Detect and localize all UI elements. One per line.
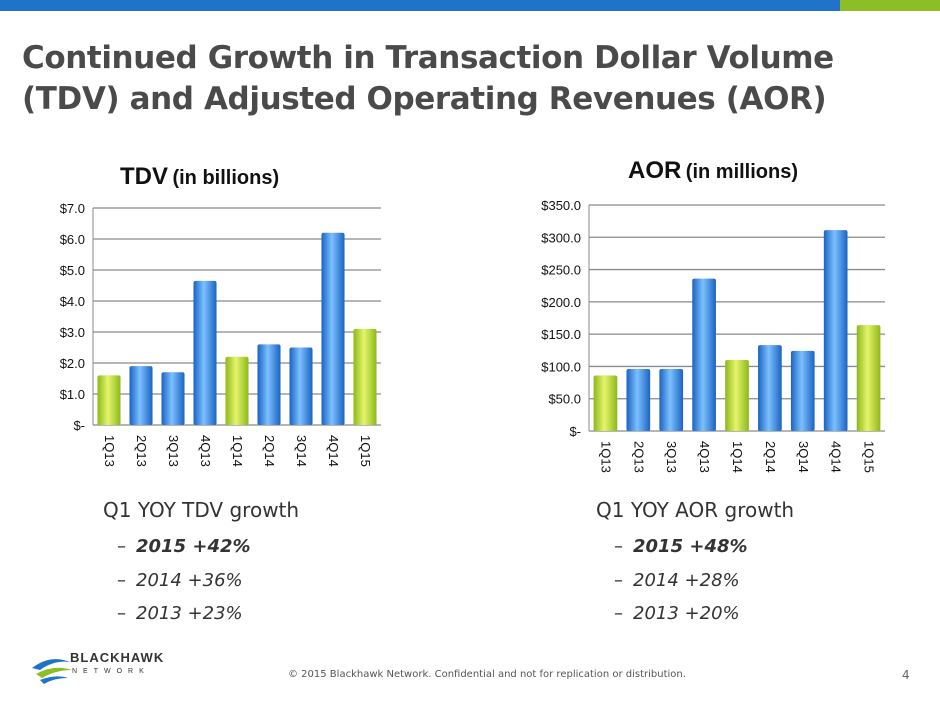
tdv-x-tick-label: 4Q13 xyxy=(198,435,213,467)
aor-x-tick-label: 2Q13 xyxy=(631,441,646,473)
aor-y-tick-label: $150.0 xyxy=(541,327,581,342)
top-accent-bar-green xyxy=(840,0,940,11)
aor-x-tick-label: 4Q13 xyxy=(697,441,712,473)
aor-y-tick-label: $300.0 xyxy=(541,230,581,245)
tdv-title-main: TDV xyxy=(120,163,168,190)
tdv-x-tick-label: 1Q14 xyxy=(230,435,245,467)
page-number: 4 xyxy=(902,668,910,682)
aor-bar-2q14 xyxy=(758,345,782,431)
aor-growth-item: –2014 +28% xyxy=(614,570,740,591)
aor-x-tick-label: 1Q14 xyxy=(730,441,745,473)
slide-title: Continued Growth in Transaction Dollar V… xyxy=(22,40,834,117)
tdv-x-tick-label: 3Q13 xyxy=(166,435,181,467)
aor-y-tick-label: $50.0 xyxy=(548,392,581,407)
tdv-y-tick-label: $- xyxy=(73,418,85,433)
tdv-bar-4q14 xyxy=(321,232,345,425)
aor-x-tick-label: 1Q15 xyxy=(862,441,877,473)
tdv-bar-2q14 xyxy=(257,344,281,425)
tdv-x-tick-label: 3Q14 xyxy=(294,435,309,467)
aor-bar-1q13 xyxy=(593,375,618,431)
tdv-x-tick-label: 2Q13 xyxy=(134,435,149,467)
aor-y-tick-label: $100.0 xyxy=(541,359,581,374)
tdv-title-sub: (in billions) xyxy=(172,167,280,189)
tdv-y-tick-label: $4.0 xyxy=(60,294,85,309)
tdv-growth-item: –2015 +42% xyxy=(117,536,251,557)
tdv-bar-1q13 xyxy=(97,375,121,425)
brand-name: BLACKHAWK xyxy=(70,650,165,665)
tdv-y-tick-label: $6.0 xyxy=(60,232,85,247)
tdv-x-tick-label: 1Q13 xyxy=(102,435,117,467)
tdv-bar-4q13 xyxy=(193,280,217,425)
aor-bar-3q13 xyxy=(659,369,684,431)
tdv-x-tick-label: 4Q14 xyxy=(326,435,341,467)
aor-title-main: AOR xyxy=(628,157,682,184)
tdv-y-tick-label: $2.0 xyxy=(60,356,85,371)
aor-bar-3q14 xyxy=(790,350,815,431)
tdv-chart-title: TDV (in billions) xyxy=(120,163,279,191)
tdv-x-tick-label: 1Q15 xyxy=(358,435,373,467)
aor-y-tick-label: $- xyxy=(569,424,581,439)
top-accent-bar xyxy=(0,0,940,11)
aor-growth-item: –2013 +20% xyxy=(614,603,740,624)
tdv-y-tick-label: $1.0 xyxy=(60,387,85,402)
tdv-x-tick-label: 2Q14 xyxy=(262,435,277,467)
aor-x-tick-label: 3Q14 xyxy=(796,441,811,473)
aor-x-tick-label: 3Q13 xyxy=(664,441,679,473)
aor-bar-4q14 xyxy=(823,230,848,431)
aor-bar-2q13 xyxy=(626,369,651,431)
tdv-growth-heading: Q1 YOY TDV growth xyxy=(103,498,300,522)
tdv-bar-3q13 xyxy=(161,372,185,425)
tdv-y-tick-label: $3.0 xyxy=(60,325,85,340)
aor-growth-item: –2015 +48% xyxy=(614,536,748,557)
aor-chart-title: AOR (in millions) xyxy=(628,157,798,185)
aor-bar-1q14 xyxy=(725,359,749,431)
copyright-footer: © 2015 Blackhawk Network. Confidential a… xyxy=(288,669,686,680)
aor-bar-1q15 xyxy=(856,325,881,431)
aor-growth-heading: Q1 YOY AOR growth xyxy=(596,498,795,522)
aor-y-tick-label: $200.0 xyxy=(541,295,581,310)
brand-sub: NETWORK xyxy=(72,668,150,675)
tdv-bar-1q14 xyxy=(225,356,249,425)
aor-bar-4q13 xyxy=(692,278,716,431)
aor-x-tick-label: 4Q14 xyxy=(829,441,844,473)
aor-x-tick-label: 1Q13 xyxy=(598,441,613,473)
tdv-y-tick-label: $5.0 xyxy=(60,263,85,278)
aor-y-tick-label: $250.0 xyxy=(541,263,581,278)
aor-title-sub: (in millions) xyxy=(685,161,799,183)
aor-y-tick-label: $350.0 xyxy=(541,198,581,213)
tdv-bar-2q13 xyxy=(129,366,153,425)
tdv-growth-item: –2013 +23% xyxy=(117,603,243,624)
tdv-growth-item: –2014 +36% xyxy=(117,570,243,591)
blackhawk-logo-icon xyxy=(32,659,72,684)
tdv-bar-1q15 xyxy=(353,328,377,425)
tdv-y-tick-label: $7.0 xyxy=(60,201,85,216)
aor-x-tick-label: 2Q14 xyxy=(763,441,778,473)
tdv-bar-3q14 xyxy=(289,347,313,425)
